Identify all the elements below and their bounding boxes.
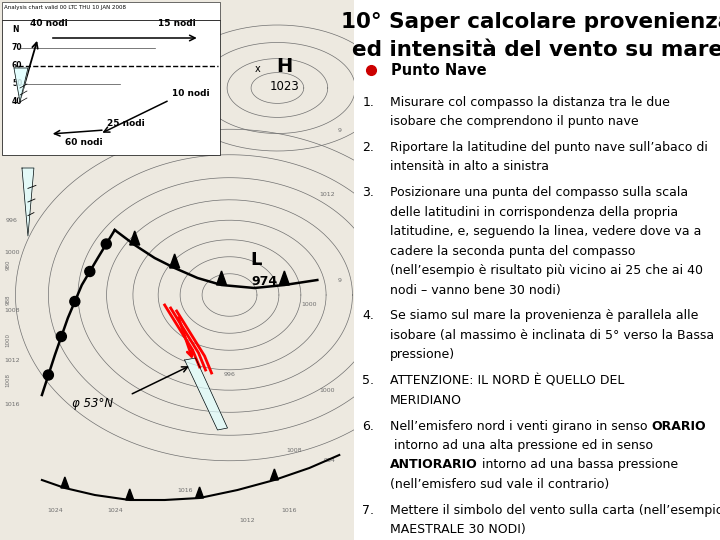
Text: pressione): pressione)	[390, 348, 455, 361]
Text: 1000: 1000	[302, 302, 317, 307]
Text: 1016: 1016	[4, 402, 19, 408]
Text: 6.: 6.	[362, 420, 374, 433]
Text: 996: 996	[224, 373, 235, 377]
Text: 10° Saper calcolare provenienza: 10° Saper calcolare provenienza	[341, 12, 720, 32]
Circle shape	[85, 267, 95, 276]
Text: delle latitudini in corrispondenza della propria: delle latitudini in corrispondenza della…	[390, 206, 678, 219]
Text: 1000: 1000	[6, 333, 11, 347]
Polygon shape	[279, 271, 289, 285]
Text: 5.: 5.	[362, 374, 374, 387]
Text: Misurare col compasso la distanza tra le due: Misurare col compasso la distanza tra le…	[390, 96, 670, 109]
Text: Posizionare una punta del compasso sulla scala: Posizionare una punta del compasso sulla…	[390, 186, 688, 199]
Polygon shape	[271, 469, 279, 480]
Text: (nell’emisfero sud vale il contrario): (nell’emisfero sud vale il contrario)	[390, 478, 609, 491]
Text: 1.: 1.	[362, 96, 374, 109]
Text: 1016: 1016	[177, 488, 192, 492]
Circle shape	[70, 296, 80, 307]
Circle shape	[43, 370, 53, 380]
Text: 7.: 7.	[362, 504, 374, 517]
Text: intorno ad una alta pressione ed in senso: intorno ad una alta pressione ed in sens…	[390, 439, 653, 452]
Text: 4.: 4.	[362, 309, 374, 322]
Text: 1012: 1012	[240, 517, 256, 523]
Text: 50: 50	[12, 79, 22, 89]
Bar	[2, 2, 220, 20]
Text: Se siamo sul mare la provenienza è parallela alle: Se siamo sul mare la provenienza è paral…	[390, 309, 698, 322]
Text: Nell’emisfero nord i venti girano in senso: Nell’emisfero nord i venti girano in sen…	[390, 420, 652, 433]
Text: ed intensità del vento su mare: ed intensità del vento su mare	[351, 40, 720, 60]
Text: 70: 70	[12, 44, 22, 52]
Text: intensità in alto a sinistra: intensità in alto a sinistra	[390, 160, 549, 173]
Text: 984: 984	[323, 457, 336, 462]
Text: 1012: 1012	[4, 357, 19, 362]
Polygon shape	[22, 168, 34, 236]
Text: latitudine, e, seguendo la linea, vedere dove va a: latitudine, e, seguendo la linea, vedere…	[390, 225, 701, 238]
Polygon shape	[184, 358, 228, 430]
Text: Riportare la latitudine del punto nave sull’abaco di: Riportare la latitudine del punto nave s…	[390, 141, 708, 154]
Text: 9: 9	[337, 127, 341, 132]
Polygon shape	[196, 487, 204, 498]
Text: 974: 974	[251, 275, 277, 288]
Text: L: L	[251, 251, 262, 269]
Text: nodi – vanno bene 30 nodi): nodi – vanno bene 30 nodi)	[390, 284, 561, 296]
Text: ANTIORARIO: ANTIORARIO	[390, 458, 478, 471]
Text: 15 nodi: 15 nodi	[158, 19, 195, 28]
Polygon shape	[170, 254, 179, 268]
Text: 1008: 1008	[287, 448, 302, 453]
Text: 40: 40	[12, 98, 22, 106]
Text: MAESTRALE 30 NODI): MAESTRALE 30 NODI)	[390, 523, 526, 536]
Text: N: N	[12, 25, 19, 35]
Text: 25 nodi: 25 nodi	[107, 119, 145, 128]
Text: 2.: 2.	[362, 141, 374, 154]
Text: isobare (al massimo è inclinata di 5° verso la Bassa: isobare (al massimo è inclinata di 5° ve…	[390, 329, 714, 342]
Circle shape	[102, 239, 112, 249]
Text: ATTENZIONE: IL NORD È QUELLO DEL: ATTENZIONE: IL NORD È QUELLO DEL	[390, 374, 624, 387]
Text: 1016: 1016	[282, 508, 297, 512]
Text: 60: 60	[12, 62, 22, 71]
Text: Analysis chart valid 00 LTC THU 10 JAN 2008: Analysis chart valid 00 LTC THU 10 JAN 2…	[4, 5, 126, 10]
Text: isobare che comprendono il punto nave: isobare che comprendono il punto nave	[390, 115, 639, 128]
Bar	[2, 20, 220, 155]
Text: 1024: 1024	[107, 508, 122, 512]
Text: H: H	[276, 57, 292, 76]
Polygon shape	[126, 489, 134, 500]
Text: 1000: 1000	[320, 388, 335, 393]
Text: intorno ad una bassa pressione: intorno ad una bassa pressione	[478, 458, 678, 471]
Text: MERIDIANO: MERIDIANO	[390, 394, 462, 407]
Text: 1008: 1008	[6, 373, 11, 387]
Text: 988: 988	[6, 295, 11, 305]
Text: 1000: 1000	[4, 249, 19, 254]
Text: 996: 996	[6, 218, 18, 222]
Text: 980: 980	[6, 260, 11, 270]
Text: (nell’esempio è risultato più vicino ai 25 che ai 40: (nell’esempio è risultato più vicino ai …	[390, 264, 703, 277]
Polygon shape	[14, 68, 28, 102]
Text: Punto Nave: Punto Nave	[391, 63, 487, 78]
Circle shape	[56, 332, 66, 341]
Text: cadere la seconda punta del compasso: cadere la seconda punta del compasso	[390, 245, 636, 258]
Text: 9: 9	[337, 278, 341, 282]
Text: ORARIO: ORARIO	[652, 420, 706, 433]
Text: 1023: 1023	[269, 80, 300, 93]
Text: 1012: 1012	[320, 192, 335, 198]
Text: 3.: 3.	[362, 186, 374, 199]
Text: 60 nodi: 60 nodi	[65, 138, 102, 147]
Polygon shape	[61, 477, 69, 488]
Polygon shape	[217, 271, 227, 285]
Polygon shape	[130, 231, 140, 245]
Text: 10 nodi: 10 nodi	[171, 89, 210, 98]
Text: Mettere il simbolo del vento sulla carta (nell’esempio: Mettere il simbolo del vento sulla carta…	[390, 504, 720, 517]
Text: 40 nodi: 40 nodi	[30, 19, 68, 28]
Text: 1024: 1024	[47, 508, 63, 512]
Text: φ 53°N: φ 53°N	[72, 397, 113, 410]
Text: 1008: 1008	[4, 307, 19, 313]
Text: x: x	[255, 64, 261, 74]
